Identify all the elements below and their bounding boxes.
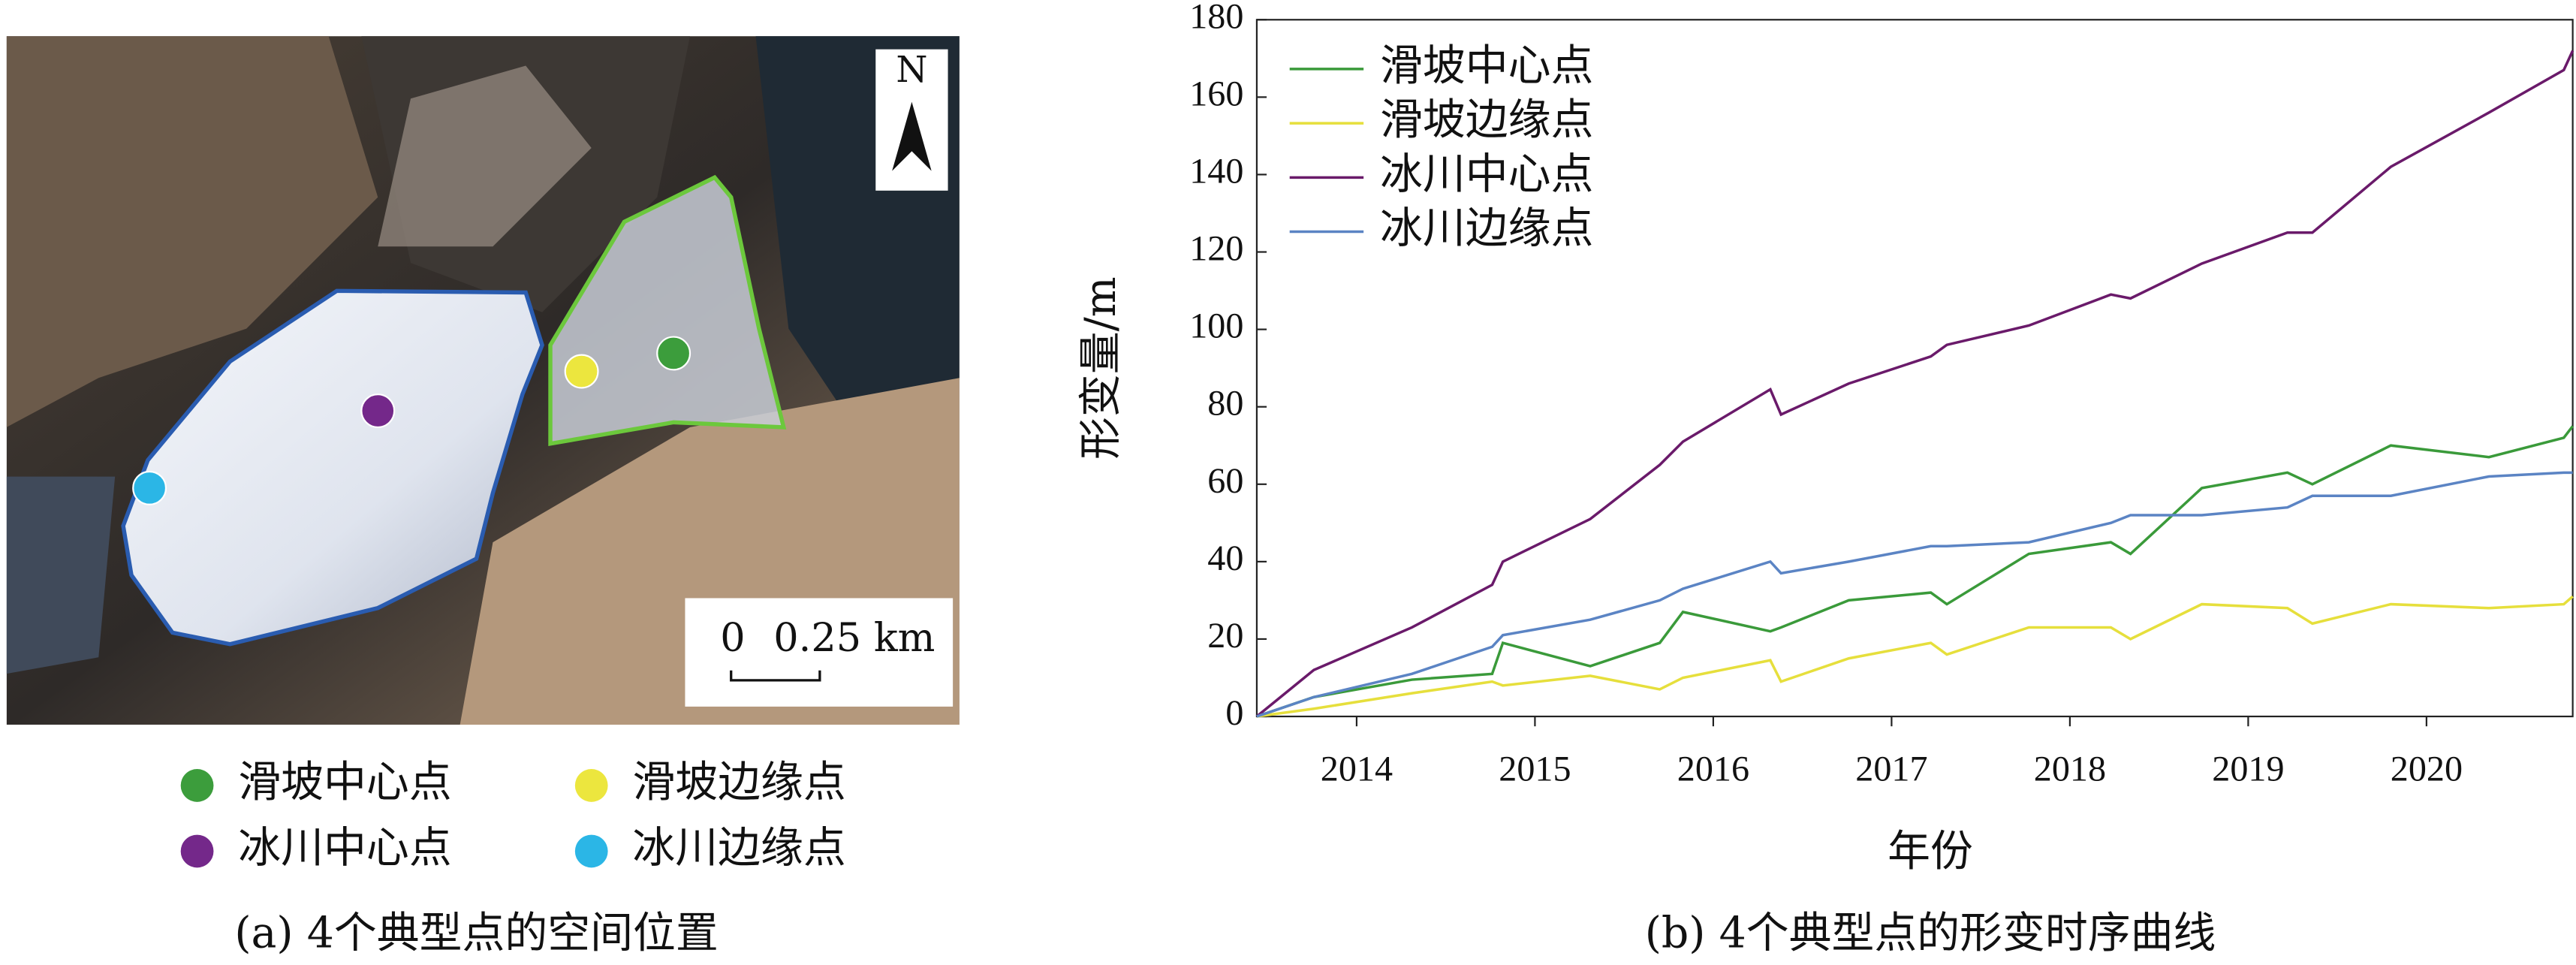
legend-marker — [180, 769, 214, 802]
satellite-image — [6, 36, 960, 725]
y-tick-label: 120 — [1189, 229, 1243, 269]
series-line — [1255, 50, 2574, 718]
caption: (a) 4个典型点的空间位置 — [234, 909, 718, 958]
x-tick-label: 2015 — [1499, 749, 1571, 789]
y-tick-label: 80 — [1207, 384, 1243, 424]
legend-marker — [574, 834, 608, 868]
y-tick-label: 40 — [1207, 538, 1243, 578]
series-line — [1256, 425, 2574, 718]
y-tick-label: 100 — [1189, 306, 1243, 346]
legend-label: 冰川边缘点 — [632, 823, 845, 873]
series-line — [1256, 595, 2574, 718]
y-tick-label: 60 — [1207, 461, 1243, 501]
x-tick-label: 2019 — [2212, 749, 2284, 789]
legend-label: 冰川中心点 — [238, 823, 451, 873]
legend-label: 滑坡边缘点 — [1380, 95, 1593, 145]
scale-label: 0.25 km — [773, 615, 935, 661]
plot-frame — [1255, 19, 2574, 718]
x-axis-label: 年份 — [1888, 826, 1973, 876]
map-point — [564, 354, 599, 389]
x-tick-label: 2018 — [2034, 749, 2106, 789]
legend-label: 冰川边缘点 — [1380, 204, 1593, 253]
x-tick-label: 2016 — [1677, 749, 1749, 789]
north-label: N — [896, 49, 927, 91]
y-tick-label: 0 — [1225, 693, 1243, 733]
legend-label: 滑坡中心点 — [238, 757, 451, 807]
x-tick-label: 2017 — [1855, 749, 1927, 789]
scale-label: 0 — [720, 615, 745, 661]
legend-marker — [180, 834, 214, 868]
map-point — [656, 336, 691, 371]
map-point — [360, 394, 396, 429]
y-tick-label: 160 — [1189, 74, 1243, 113]
legend-label: 冰川中心点 — [1380, 149, 1593, 199]
series-line — [1256, 471, 2573, 718]
caption: (b) 4个典型点的形变时序曲线 — [1645, 909, 2216, 958]
x-tick-label: 2014 — [1321, 749, 1393, 789]
legend-label: 滑坡中心点 — [1380, 41, 1593, 90]
y-axis-label: 形变量/m — [1076, 276, 1125, 460]
y-tick-label: 180 — [1189, 0, 1243, 36]
legend-marker — [574, 769, 608, 802]
y-tick-label: 20 — [1207, 616, 1243, 656]
map-point — [132, 470, 167, 505]
x-tick-label: 2020 — [2391, 749, 2463, 789]
y-tick-label: 140 — [1189, 151, 1243, 191]
legend-label: 滑坡边缘点 — [632, 757, 845, 807]
